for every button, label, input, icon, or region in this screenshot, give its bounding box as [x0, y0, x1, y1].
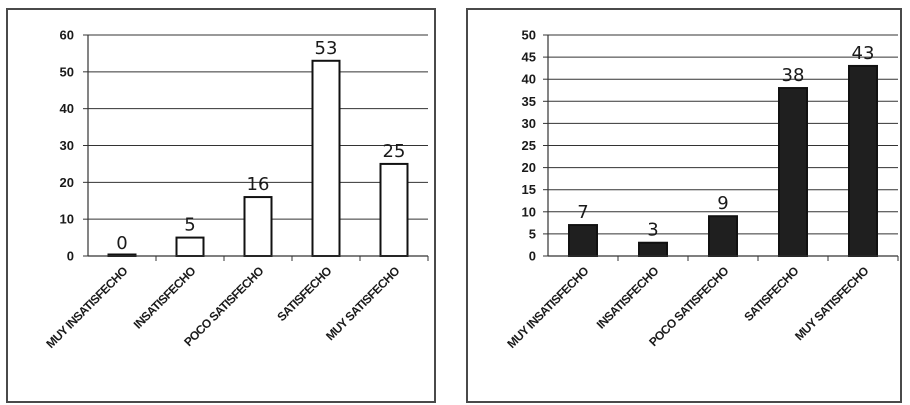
y-tick-label: 50	[60, 64, 74, 79]
bar	[568, 224, 598, 257]
y-tick-label: 20	[60, 175, 74, 190]
data-label: 38	[782, 65, 805, 86]
y-tick-label: 35	[522, 94, 536, 109]
bar	[848, 64, 878, 257]
y-tick-label: 0	[529, 249, 536, 264]
y-tick-label: 5	[529, 226, 536, 241]
y-tick-label: 45	[522, 50, 536, 65]
data-label: 5	[184, 215, 195, 236]
x-category-label: MUY SATISFECHO	[323, 264, 402, 343]
data-label: 7	[577, 202, 588, 223]
x-category-label: INSATISFECHO	[131, 264, 199, 332]
y-tick-label: 0	[67, 249, 74, 264]
bar	[708, 215, 738, 257]
bar	[175, 236, 205, 257]
x-category-label: MUY INSATISFECHO	[43, 264, 130, 351]
data-label: 25	[383, 141, 406, 162]
y-tick-label: 60	[60, 28, 74, 43]
y-tick-label: 10	[60, 212, 74, 227]
y-tick-label: 50	[522, 28, 536, 43]
y-tick-label: 40	[60, 101, 74, 116]
data-label: 9	[717, 193, 728, 214]
bar	[379, 162, 409, 258]
data-label: 43	[852, 43, 875, 64]
data-label: 16	[247, 174, 270, 195]
y-tick-label: 30	[522, 116, 536, 131]
y-tick-label: 30	[60, 138, 74, 153]
y-tick-label: 20	[522, 160, 536, 175]
y-tick-label: 10	[522, 204, 536, 219]
y-tick-label: 15	[522, 182, 536, 197]
y-tick-label: 40	[522, 72, 536, 87]
bar-chart-right: 0 5 10 15 20 25 30 35 40 45 50 7 MUY INSATISFECHO 3 IN…	[504, 28, 899, 351]
data-label: 53	[315, 38, 338, 59]
x-category-label: MUY INSATISFECHO	[504, 264, 591, 351]
x-category-label: MUY SATISFECHO	[792, 264, 871, 343]
chart-panel-right: 0 5 10 15 20 25 30 35 40 45 50 7 MUY INSATISFECHO 3 IN…	[466, 8, 902, 403]
data-label: 0	[116, 233, 127, 254]
x-category-label: POCO SATISFECHO	[646, 264, 731, 349]
data-label: 3	[647, 220, 658, 241]
x-category-label: INSATISFECHO	[594, 264, 662, 332]
x-category-label: SATISFECHO	[741, 264, 801, 324]
bar	[638, 241, 668, 258]
chart-panel-left: 0 10 20 30 40 50 60 0 MUY INSATISFECHO 5 INSATISFE…	[6, 8, 436, 403]
bar	[243, 196, 273, 257]
x-category-label: SATISFECHO	[274, 264, 334, 324]
bar	[778, 87, 808, 258]
bar	[311, 59, 341, 257]
y-tick-label: 25	[522, 138, 536, 153]
